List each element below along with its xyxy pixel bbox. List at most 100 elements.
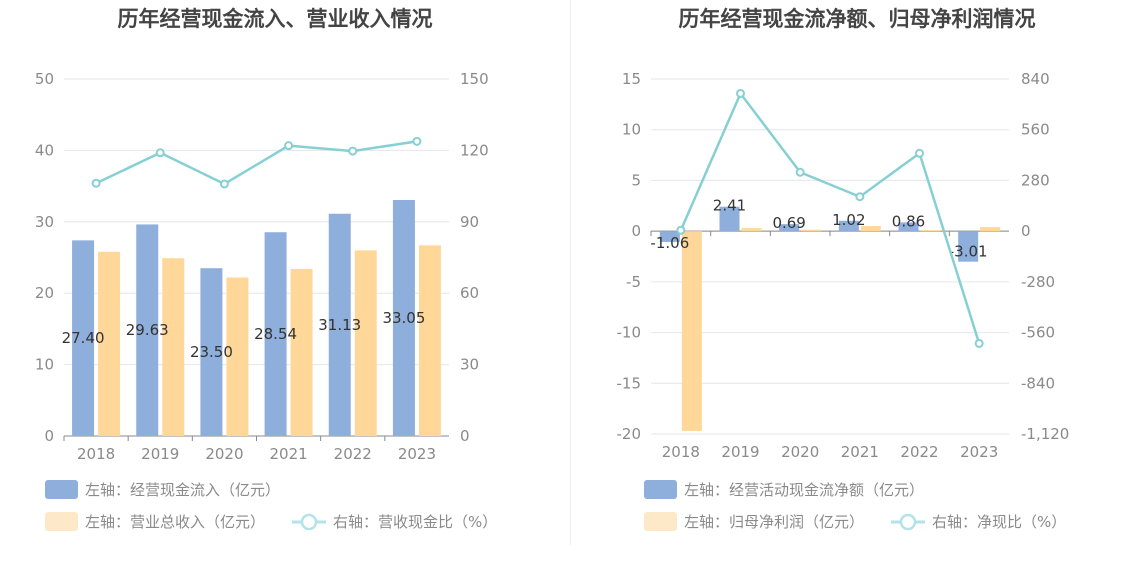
legend-label: 左轴：经营活动现金流净额（亿元） — [684, 481, 924, 499]
left-axis-tick-label: 15 — [622, 70, 641, 88]
legend-swatch — [644, 480, 677, 499]
x-axis-tick-label: 2021 — [841, 443, 879, 461]
left-axis-tick-label: 40 — [35, 141, 54, 159]
legend-label: 右轴：净现比（%） — [932, 513, 1066, 531]
bar-primary — [392, 200, 415, 436]
bar-data-label: -3.01 — [949, 243, 988, 261]
bar-data-label: 27.40 — [62, 329, 105, 347]
bar-data-label: 23.50 — [190, 343, 233, 361]
line-point — [676, 225, 686, 235]
legend-label: 左轴：经营现金流入（亿元） — [85, 481, 280, 499]
x-axis-tick-label: 2020 — [205, 445, 243, 463]
legend-swatch — [45, 512, 78, 531]
left-axis-tick-label: -5 — [626, 273, 641, 291]
line-point — [915, 148, 924, 158]
left-axis-tick-label: 50 — [35, 70, 54, 88]
bar-secondary — [290, 268, 313, 436]
bar-secondary — [354, 250, 377, 436]
right-axis-tick-label: 0 — [460, 427, 470, 445]
line-point — [412, 136, 422, 146]
bar-secondary — [418, 245, 441, 436]
bar-data-label: 0.86 — [892, 212, 925, 230]
x-axis-tick-label: 2021 — [269, 445, 307, 463]
line-point — [736, 88, 745, 98]
legend-line-marker — [300, 513, 318, 531]
bar-data-label: 0.69 — [772, 214, 805, 232]
x-axis-tick-label: 2018 — [77, 445, 115, 463]
right-axis-tick-label: 280 — [1021, 171, 1050, 189]
right-axis-tick-label: -840 — [1021, 374, 1055, 392]
bar-primary — [838, 220, 859, 232]
line-point — [855, 192, 865, 202]
chart-cashflow-inflow: 历年经营现金流入、营业收入情况 0 10 20 30 40 50 0 30 60 90 120 150 2… — [35, 7, 497, 531]
bar-primary — [200, 268, 223, 436]
right-axis-tick-label: 560 — [1021, 121, 1050, 139]
bar-primary — [136, 224, 159, 436]
left-axis-tick-label: 10 — [35, 356, 54, 374]
legend-label: 右轴：营收现金比（%） — [333, 513, 497, 531]
legend-swatch — [45, 480, 78, 499]
bar-data-label: 29.63 — [126, 321, 169, 339]
chart-panel-cashflow-inflow: 历年经营现金流入、营业收入情况 0 10 20 30 40 50 0 30 60 90 120 150 2… — [35, 7, 497, 531]
line-point — [974, 338, 984, 348]
x-axis-tick-label: 2022 — [900, 443, 938, 461]
line-point — [284, 141, 294, 151]
bar-data-label: 28.54 — [254, 325, 297, 343]
right-axis-tick-label: 30 — [460, 356, 479, 374]
bar-primary — [72, 240, 95, 436]
left-axis-tick-label: 0 — [631, 222, 641, 240]
line-series — [679, 91, 981, 344]
bar-data-label: 2.41 — [713, 197, 746, 215]
bar-secondary — [801, 229, 822, 232]
bar-data-label: 1.02 — [832, 211, 865, 229]
bar-data-label: 33.05 — [382, 309, 425, 327]
bar-data-label: -1.06 — [650, 234, 689, 252]
bar-secondary — [980, 227, 1001, 232]
bar-primary — [264, 232, 287, 436]
bar-secondary — [681, 231, 702, 431]
legend-line-marker — [899, 513, 917, 531]
x-axis-tick-label: 2023 — [398, 445, 436, 463]
bar-primary — [659, 231, 680, 242]
right-axis-tick-label: 90 — [460, 213, 479, 231]
right-axis-tick-label: 150 — [460, 70, 489, 88]
legend-swatch — [644, 512, 677, 531]
x-axis-tick-label: 2023 — [960, 443, 998, 461]
left-axis-tick-label: 0 — [44, 427, 54, 445]
bar-secondary — [741, 228, 762, 232]
chart-panel-net-cashflow: 历年经营现金流净额、归母净利润情况 15 10 5 0 -5 -10 -15 -20 840 560… — [571, 0, 1134, 582]
left-axis-tick-label: -10 — [617, 324, 642, 342]
x-axis-tick-label: 2020 — [781, 443, 819, 461]
legend-label: 左轴：营业总收入（亿元） — [85, 513, 265, 531]
bar-primary — [779, 224, 800, 232]
line-point — [155, 148, 165, 158]
bar-primary — [898, 222, 919, 232]
bar-secondary — [98, 251, 121, 436]
x-axis-tick-label: 2018 — [662, 443, 700, 461]
right-axis-tick-label: 840 — [1021, 70, 1050, 88]
bar-secondary — [226, 277, 249, 436]
panel-divider — [570, 0, 571, 545]
bar-secondary — [860, 226, 881, 232]
line-point — [348, 146, 358, 156]
left-axis-tick-label: 5 — [631, 171, 641, 189]
left-axis-tick-label: 10 — [622, 121, 641, 139]
x-axis-tick-label: 2022 — [334, 445, 372, 463]
line-point — [219, 179, 229, 189]
bar-primary — [958, 231, 979, 262]
bar-primary — [328, 213, 351, 436]
bar-data-label: 31.13 — [318, 316, 361, 334]
chart-net-cashflow: 历年经营现金流净额、归母净利润情况 15 10 5 0 -5 -10 -15 -20 840 560… — [617, 7, 1069, 531]
chart-title: 历年经营现金流入、营业收入情况 — [118, 7, 433, 31]
right-axis-tick-label: -560 — [1021, 324, 1055, 342]
left-axis-tick-label: -15 — [617, 374, 642, 392]
legend-label: 左轴：归母净利润（亿元） — [684, 513, 864, 531]
right-axis-tick-label: 120 — [460, 141, 489, 159]
bar-primary — [719, 206, 740, 232]
line-point — [795, 167, 805, 177]
right-axis-tick-label: 0 — [1021, 222, 1031, 240]
bar-secondary — [162, 258, 185, 436]
left-axis-tick-label: 20 — [35, 284, 54, 302]
chart-title: 历年经营现金流净额、归母净利润情况 — [679, 7, 1036, 31]
